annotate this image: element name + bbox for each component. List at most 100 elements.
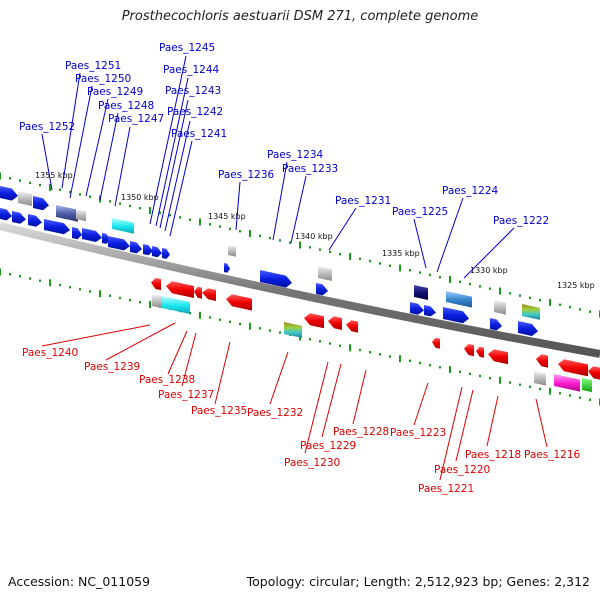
gene-label: Paes_1238: [139, 374, 195, 386]
scale-tick: [509, 381, 511, 384]
scale-tick: [59, 283, 61, 287]
forward-gene-arrow: [162, 248, 170, 259]
scale-tick: [229, 227, 231, 231]
gene-leader-line: [61, 72, 81, 189]
gene-label: Paes_1233: [282, 163, 338, 175]
gene-label: Paes_1241: [171, 128, 227, 140]
scale-tick: [309, 246, 311, 249]
scale-tick: [49, 184, 51, 191]
gene-leader-line: [149, 55, 187, 225]
scale-tick: [329, 250, 331, 254]
gene-leader-line: [269, 351, 289, 405]
gene-leader-line: [164, 120, 191, 232]
reverse-gene-arrow: [304, 313, 324, 329]
scale-tick: [439, 276, 441, 279]
scale-tick: [169, 213, 171, 217]
gene-leader-line: [85, 98, 109, 197]
gene-label: Paes_1218: [465, 449, 521, 461]
gene-label: Paes_1236: [218, 169, 275, 181]
gene-leader-line: [290, 175, 307, 244]
scale-tick: [49, 279, 51, 287]
reverse-gene-arrow: [166, 281, 194, 298]
gene-label: Paes_1230: [284, 457, 340, 469]
forward-gene-arrow: [12, 211, 26, 224]
scale-tick: [9, 177, 11, 180]
scale-tick: [129, 299, 131, 302]
forward-gene-arrow: [490, 318, 502, 331]
scale-tick: [279, 239, 281, 242]
scale-tick: [29, 277, 31, 280]
scale-tick: [369, 351, 371, 354]
gene-leader-line: [436, 197, 464, 273]
reverse-gene-arrow: [151, 278, 161, 291]
scale-tick: [259, 234, 261, 237]
scale-tick: [419, 361, 421, 365]
gene-leader-line: [41, 324, 151, 347]
scale-tick: [279, 331, 281, 334]
scale-tick: [249, 230, 251, 237]
gene-leader-line: [486, 395, 499, 447]
scale-tick: [389, 264, 391, 267]
scale-tick: [69, 286, 71, 289]
scale-tick: [589, 398, 591, 401]
gene-label: Paes_1222: [493, 215, 549, 227]
forward-gene-arrow: [130, 241, 142, 254]
gene-leader-line: [105, 322, 176, 361]
forward-gene-arrow: [82, 228, 102, 242]
scale-tick: [449, 276, 451, 283]
gene-leader-line: [304, 361, 329, 454]
scale-tick: [539, 299, 541, 302]
scale-tick: [539, 387, 541, 391]
gene-block: [522, 304, 540, 320]
scale-tick: [369, 259, 371, 263]
scale-tick: [489, 287, 491, 290]
reverse-gene-arrow: [464, 344, 474, 357]
gene-label: Paes_1243: [165, 85, 221, 97]
gene-leader-line: [321, 363, 342, 438]
topology-label: Topology: circular; Length: 2,512,923 bp…: [246, 574, 590, 589]
gene-block: [554, 374, 580, 392]
gene-leader-line: [328, 207, 357, 251]
forward-gene-arrow: [44, 219, 70, 235]
gene-label: Paes_1249: [87, 86, 143, 98]
gene-label: Paes_1240: [22, 347, 78, 359]
gene-leader-line: [155, 77, 189, 227]
scale-tick: [339, 253, 341, 256]
gene-leader-line: [41, 133, 53, 191]
kbp-label: 1345 kbp: [208, 212, 246, 221]
gene-label: Paes_1228: [333, 426, 389, 438]
scale-tick: [79, 288, 81, 291]
forward-gene-arrow: [443, 307, 469, 324]
forward-gene-arrow: [0, 208, 12, 221]
scale-tick: [199, 311, 201, 319]
scale-tick: [259, 327, 261, 330]
gene-leader-line: [69, 85, 93, 199]
gene-leader-line: [235, 181, 241, 231]
scale-tick: [409, 359, 411, 362]
scale-tick: [459, 370, 461, 373]
gene-label: Paes_1216: [524, 449, 581, 461]
scale-tick: [289, 241, 291, 244]
scale-tick: [499, 287, 501, 295]
scale-tick: [509, 292, 511, 295]
scale-tick: [109, 200, 111, 203]
scale-tick: [0, 268, 1, 276]
scale-tick: [209, 223, 211, 226]
gene-label: Paes_1235: [191, 405, 247, 417]
reverse-gene-arrow: [488, 349, 508, 365]
gene-block: [446, 291, 472, 308]
gene-label: Paes_1234: [267, 149, 324, 161]
scale-tick: [399, 264, 401, 272]
scale-tick: [489, 377, 491, 380]
scale-tick: [469, 282, 471, 286]
scale-tick: [319, 248, 321, 251]
forward-gene-arrow: [410, 302, 424, 315]
scale-tick: [419, 271, 421, 274]
gene-label: Paes_1251: [65, 60, 121, 72]
gene-leader-line: [463, 227, 515, 279]
gene-block: [56, 205, 78, 222]
scale-tick: [569, 305, 571, 309]
gene-block: [152, 294, 162, 309]
scale-tick: [109, 294, 111, 297]
gene-leader-line: [159, 99, 189, 229]
